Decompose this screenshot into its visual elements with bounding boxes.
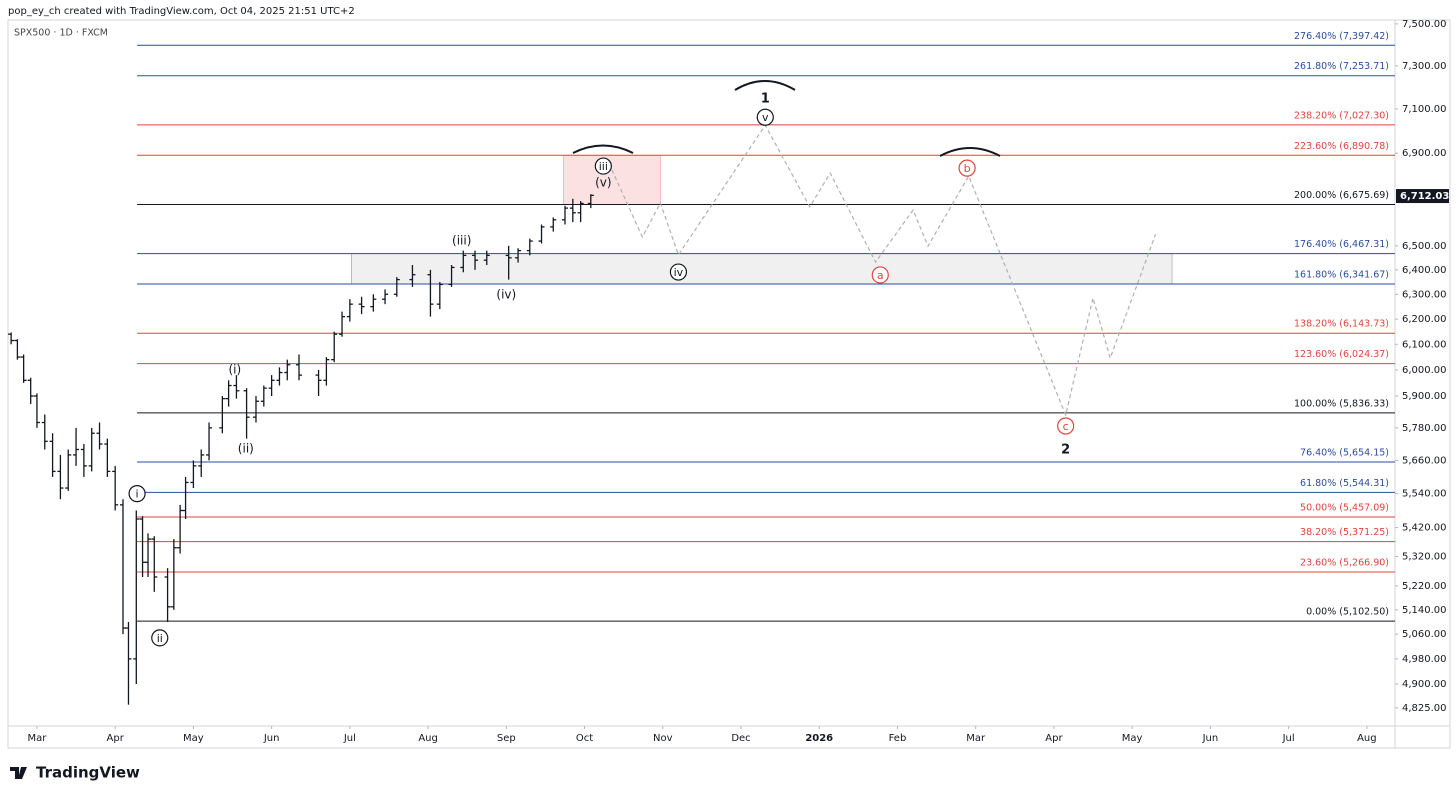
wave-label: iii xyxy=(599,160,608,173)
fib-label: 38.20% (5,371.25) xyxy=(1300,527,1389,538)
y-tick-label: 6,000.00 xyxy=(1402,365,1447,376)
projection-path xyxy=(611,124,1157,417)
y-tick-label: 5,660.00 xyxy=(1402,455,1447,466)
wave-label: 1 xyxy=(761,92,770,107)
x-tick-label: Aug xyxy=(418,733,438,744)
fib-label: 23.60% (5,266.90) xyxy=(1300,558,1389,569)
fib-label: 200.00% (6,675.69) xyxy=(1294,190,1389,201)
x-tick-label: Aug xyxy=(1357,733,1377,744)
y-tick-label: 5,060.00 xyxy=(1402,629,1447,640)
fib-label: 161.80% (6,341.67) xyxy=(1294,270,1389,281)
y-tick-label: 5,220.00 xyxy=(1402,581,1447,592)
fib-label: 50.00% (5,457.09) xyxy=(1300,503,1389,514)
y-tick-label: 6,100.00 xyxy=(1402,339,1447,350)
credit: pop_ey_ch created with TradingView.com, … xyxy=(8,6,355,17)
y-tick-label: 6,900.00 xyxy=(1402,148,1447,159)
brand-logo xyxy=(10,767,27,779)
wave-label: ii xyxy=(157,632,163,645)
fib-label: 76.40% (5,654.15) xyxy=(1300,447,1389,458)
x-tick-label: Jun xyxy=(263,733,280,744)
fib-label: 261.80% (7,253.71) xyxy=(1294,61,1389,72)
wave-circle xyxy=(1057,417,1075,435)
y-tick-label: 7,500.00 xyxy=(1402,19,1447,30)
last-price-box xyxy=(1396,189,1449,204)
wave-circle xyxy=(151,629,169,647)
x-tick-label: May xyxy=(183,733,204,744)
x-tick-label: May xyxy=(1122,733,1143,744)
x-tick-label: Jun xyxy=(1202,733,1219,744)
wave-label: (i) xyxy=(229,362,242,376)
fib-label: 238.20% (7,027.30) xyxy=(1294,110,1389,121)
x-tick-label: Nov xyxy=(653,733,673,744)
wave-circle xyxy=(871,266,889,284)
fib-label: 123.60% (6,024.37) xyxy=(1294,349,1389,360)
y-tick-label: 4,900.00 xyxy=(1402,679,1447,690)
zone xyxy=(563,154,661,205)
wave-circle xyxy=(128,485,146,503)
fib-label: 100.00% (5,836.33) xyxy=(1294,398,1389,409)
wave-label: 2 xyxy=(1061,442,1070,457)
symbol-title: SPX500 · 1D · FXCM xyxy=(14,28,108,39)
y-tick-label: 5,320.00 xyxy=(1402,551,1447,562)
wave-label: b xyxy=(964,162,971,175)
chart-frame xyxy=(7,19,1451,749)
wave-circle xyxy=(669,263,688,281)
fib-label: 61.80% (5,544.31) xyxy=(1300,478,1389,489)
wave-label: (iii) xyxy=(452,234,471,248)
y-tick-label: 4,980.00 xyxy=(1402,654,1447,665)
y-tick-label: 6,400.00 xyxy=(1402,265,1447,276)
zone xyxy=(351,253,1173,285)
wave-label: c xyxy=(1063,420,1069,433)
wave-label: (v) xyxy=(595,176,611,190)
y-tick-label: 6,300.00 xyxy=(1402,289,1447,300)
wave-arc xyxy=(572,144,634,154)
x-tick-label: Jul xyxy=(1282,733,1295,744)
fib-label: 223.60% (6,890.78) xyxy=(1294,141,1389,152)
logo-mark xyxy=(10,767,27,779)
y-tick-label: 7,100.00 xyxy=(1402,104,1447,115)
wave-label: v xyxy=(762,111,769,124)
x-tick-label: Jul xyxy=(343,733,356,744)
brand: TradingView xyxy=(36,764,140,782)
wave-label: a xyxy=(877,269,884,282)
fib-label: 0.00% (5,102.50) xyxy=(1306,607,1389,618)
last-price-label: 6,712.03 xyxy=(1400,191,1449,202)
y-tick-label: 5,420.00 xyxy=(1402,523,1447,534)
wave-circle xyxy=(594,157,612,175)
fib-label: 138.20% (6,143.73) xyxy=(1294,319,1389,330)
x-tick-label: Apr xyxy=(107,733,125,744)
wave-arc xyxy=(734,80,796,91)
fib-label: 276.40% (7,397.42) xyxy=(1294,31,1389,42)
wave-circle xyxy=(756,108,774,126)
x-tick-label: Feb xyxy=(889,733,907,744)
y-tick-label: 7,300.00 xyxy=(1402,61,1447,72)
x-tick-label: Mar xyxy=(966,733,986,744)
y-tick-label: 5,540.00 xyxy=(1402,489,1447,500)
wave-arc xyxy=(939,147,1001,157)
x-tick-label: Dec xyxy=(731,733,750,744)
x-tick-label: Mar xyxy=(28,733,48,744)
x-tick-label: Apr xyxy=(1045,733,1063,744)
wave-label: (ii) xyxy=(238,441,254,455)
y-tick-label: 4,825.00 xyxy=(1402,703,1447,714)
y-tick-label: 6,500.00 xyxy=(1402,241,1447,252)
x-tick-label: Oct xyxy=(576,733,593,744)
wave-circle xyxy=(958,159,976,177)
plot-area: 276.40% (7,397.42)261.80% (7,253.71)238.… xyxy=(8,31,1395,705)
x-tick-label: Sep xyxy=(497,733,516,744)
x-tick-label: 2026 xyxy=(805,733,833,744)
wave-label: iv xyxy=(674,266,684,279)
wave-label: (iv) xyxy=(496,288,516,302)
y-tick-label: 5,900.00 xyxy=(1402,391,1447,402)
y-tick-label: 5,780.00 xyxy=(1402,423,1447,434)
y-tick-label: 5,140.00 xyxy=(1402,605,1447,616)
y-tick-label: 6,200.00 xyxy=(1402,314,1447,325)
fib-label: 176.40% (6,467.31) xyxy=(1294,239,1389,250)
wave-label: i xyxy=(136,488,139,501)
